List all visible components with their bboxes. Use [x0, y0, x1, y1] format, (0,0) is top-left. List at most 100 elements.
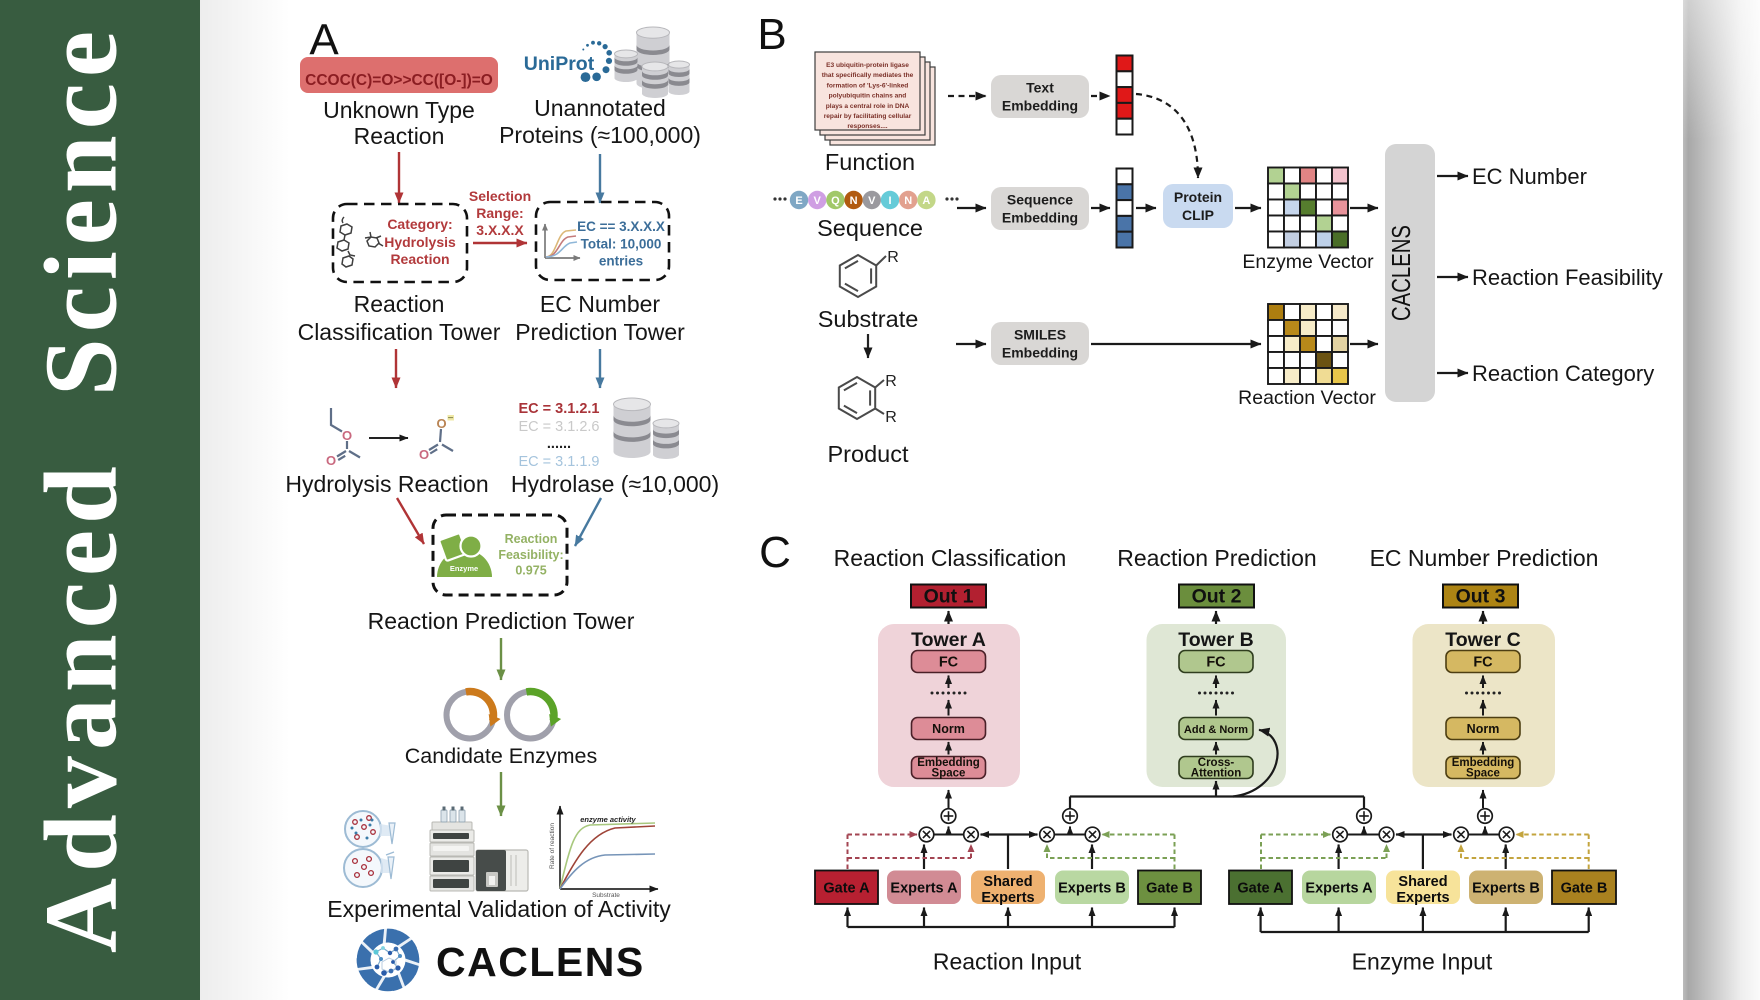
svg-text:Embedding: Embedding: [1002, 345, 1078, 361]
svg-text:Tower A: Tower A: [911, 629, 986, 651]
svg-text:N: N: [904, 195, 912, 207]
svg-text:V: V: [868, 195, 876, 207]
svg-text:Experts: Experts: [981, 890, 1034, 906]
svg-text:Out 2: Out 2: [1192, 586, 1242, 608]
svg-text:Hydrolysis Reaction: Hydrolysis Reaction: [285, 471, 488, 497]
svg-text:EC = 3.1.1.9: EC = 3.1.1.9: [518, 454, 599, 470]
svg-text:Shared: Shared: [1398, 874, 1447, 890]
svg-text:CACLENS: CACLENS: [1386, 225, 1416, 321]
svg-text:Gate B: Gate B: [1561, 881, 1608, 897]
svg-text:EC = 3.1.2.6: EC = 3.1.2.6: [518, 419, 599, 435]
svg-text:Rate of reaction: Rate of reaction: [549, 823, 556, 869]
svg-text:V: V: [814, 195, 822, 207]
svg-text:UniProt: UniProt: [524, 53, 595, 75]
svg-text:Selection: Selection: [469, 188, 531, 204]
svg-text:enzyme activity: enzyme activity: [580, 815, 636, 824]
svg-text:Sequence: Sequence: [817, 215, 923, 241]
svg-text:Unknown Type: Unknown Type: [323, 97, 475, 123]
svg-text:Norm: Norm: [1467, 722, 1500, 736]
svg-text:repair by facilitating cellula: repair by facilitating cellular: [824, 113, 912, 120]
svg-text:Embedding: Embedding: [917, 757, 980, 769]
svg-text:Hydrolysis: Hydrolysis: [384, 234, 456, 250]
svg-text:polyubiquitin chains and: polyubiquitin chains and: [829, 93, 907, 100]
svg-text:Reaction: Reaction: [354, 291, 445, 317]
svg-text:Experts A: Experts A: [1305, 881, 1373, 897]
svg-text:R: R: [885, 409, 897, 426]
svg-text:Experts: Experts: [1396, 890, 1449, 906]
svg-text:Embedding: Embedding: [1002, 210, 1078, 226]
svg-text:O: O: [326, 453, 336, 468]
svg-text:I: I: [888, 195, 891, 207]
svg-text:Reaction Input: Reaction Input: [933, 949, 1082, 975]
svg-text:Reaction Vector: Reaction Vector: [1238, 387, 1376, 409]
svg-text:Enzyme: Enzyme: [450, 564, 478, 573]
svg-text:Reaction Prediction Tower: Reaction Prediction Tower: [368, 608, 635, 634]
svg-text:O: O: [419, 447, 429, 462]
svg-text:Experts B: Experts B: [1472, 881, 1540, 897]
svg-text:Attention: Attention: [1191, 768, 1241, 780]
svg-text:Reaction Prediction: Reaction Prediction: [1117, 545, 1316, 571]
svg-text:EC Number Prediction: EC Number Prediction: [1370, 545, 1599, 571]
svg-text:Feasibility:: Feasibility:: [498, 548, 563, 562]
svg-text:SMILES: SMILES: [1014, 327, 1066, 343]
svg-text:Prediction Tower: Prediction Tower: [515, 319, 685, 345]
svg-text:responses....: responses....: [847, 123, 887, 130]
svg-text:Norm: Norm: [932, 722, 965, 736]
svg-text:Category:: Category:: [387, 216, 452, 232]
svg-text:Reaction: Reaction: [390, 251, 449, 267]
svg-text:Gate A: Gate A: [1237, 881, 1284, 897]
svg-text:......: ......: [547, 436, 571, 452]
svg-text:Reaction: Reaction: [354, 123, 445, 149]
svg-text:Shared: Shared: [983, 874, 1032, 890]
svg-text:formation of 'Lys-6'-linked: formation of 'Lys-6'-linked: [827, 82, 909, 89]
svg-text:CLIP: CLIP: [1182, 207, 1214, 223]
svg-text:FC: FC: [1473, 655, 1493, 671]
svg-text:Substrate: Substrate: [592, 892, 620, 899]
svg-text:Out 1: Out 1: [924, 586, 974, 608]
svg-text:Embedding: Embedding: [1452, 757, 1515, 769]
svg-text:Tower B: Tower B: [1178, 629, 1253, 651]
svg-text:Reaction Feasibility: Reaction Feasibility: [1472, 265, 1663, 290]
svg-text:O: O: [436, 416, 446, 431]
svg-text:entries: entries: [599, 254, 643, 269]
svg-text:Gate A: Gate A: [823, 881, 870, 897]
svg-text:Enzyme Vector: Enzyme Vector: [1242, 251, 1374, 273]
svg-text:Text: Text: [1026, 80, 1054, 96]
svg-text:Unannotated: Unannotated: [534, 95, 666, 121]
svg-text:Reaction: Reaction: [505, 532, 558, 546]
svg-text:Product: Product: [828, 441, 909, 467]
svg-text:Protein: Protein: [1174, 189, 1222, 205]
svg-text:CACLENS: CACLENS: [436, 939, 645, 985]
svg-text:CCOC(C)=O>>CC([O-])=O: CCOC(C)=O>>CC([O-])=O: [305, 72, 493, 89]
svg-text:that specifically mediates the: that specifically mediates the: [822, 72, 914, 79]
svg-text:R: R: [887, 249, 899, 266]
svg-text:Hydrolase (≈10,000): Hydrolase (≈10,000): [511, 471, 719, 497]
svg-text:Total: 10,000: Total: 10,000: [581, 237, 662, 252]
svg-text:Function: Function: [825, 149, 915, 175]
svg-text:Experimental Validation of Act: Experimental Validation of Activity: [327, 896, 671, 922]
svg-text:Space: Space: [1466, 768, 1500, 780]
svg-text:Embedding: Embedding: [1002, 98, 1078, 114]
svg-text:Gate B: Gate B: [1146, 881, 1193, 897]
svg-text:EC = 3.1.2.1: EC = 3.1.2.1: [518, 401, 599, 417]
svg-text:EC Number: EC Number: [540, 291, 660, 317]
svg-text:EC == 3.X.X.X: EC == 3.X.X.X: [577, 219, 665, 234]
svg-text:Experts A: Experts A: [890, 881, 958, 897]
svg-text:Experts B: Experts B: [1058, 881, 1126, 897]
svg-text:Tower C: Tower C: [1445, 629, 1520, 651]
svg-text:Proteins (≈100,000): Proteins (≈100,000): [499, 122, 701, 148]
svg-text:−: −: [448, 413, 454, 424]
svg-text:Out 3: Out 3: [1456, 586, 1506, 608]
svg-text:Cross-: Cross-: [1198, 757, 1235, 769]
svg-text:B: B: [757, 10, 786, 59]
svg-text:Add & Norm: Add & Norm: [1184, 724, 1248, 736]
svg-text:A: A: [309, 16, 339, 65]
svg-text:Q: Q: [831, 195, 840, 207]
svg-text:A: A: [922, 195, 930, 207]
svg-text:plays a central role in DNA: plays a central role in DNA: [826, 103, 910, 110]
svg-text:Reaction Category: Reaction Category: [1472, 361, 1654, 386]
svg-text:R: R: [885, 373, 897, 390]
svg-text:Reaction Classification: Reaction Classification: [834, 545, 1067, 571]
svg-text:N: N: [850, 195, 858, 207]
svg-text:Substrate: Substrate: [818, 306, 919, 332]
